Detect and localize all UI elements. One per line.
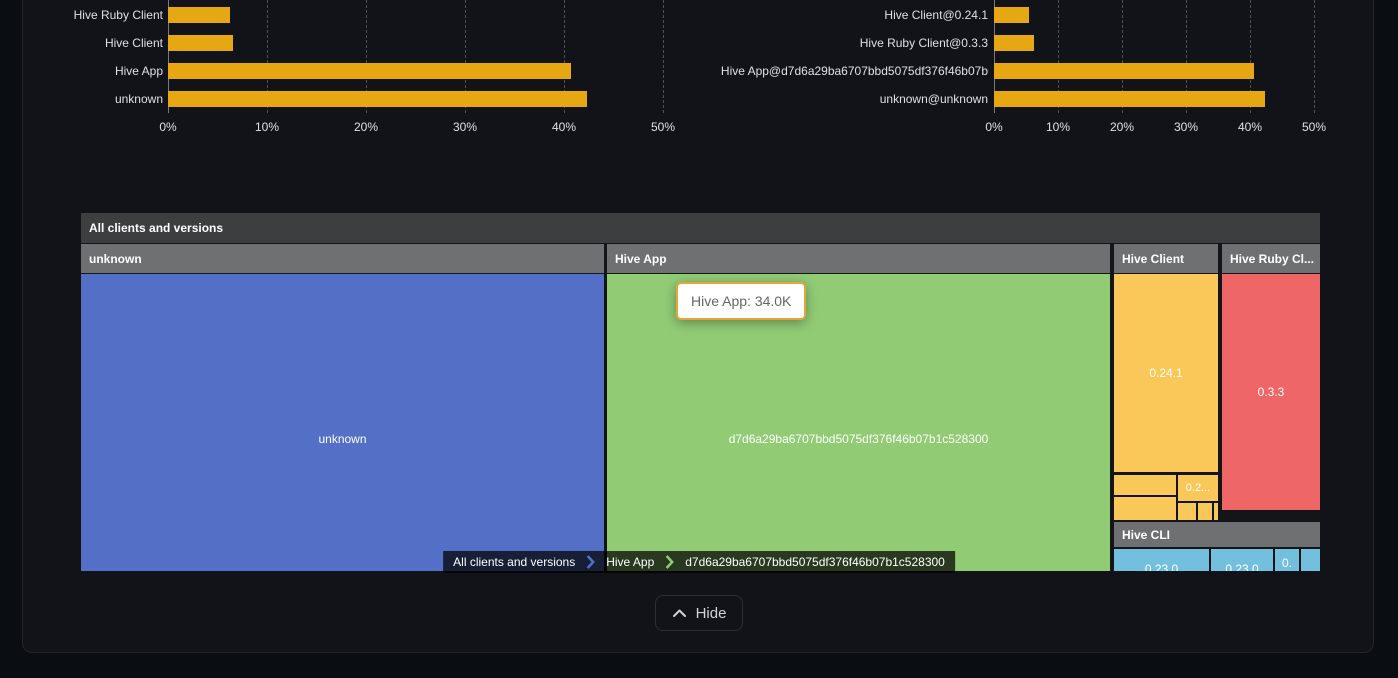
y-axis-category-label: Hive App xyxy=(114,64,163,78)
treemap-group-header-unknown[interactable]: unknown xyxy=(81,244,604,273)
bar[interactable] xyxy=(168,7,231,23)
gridline xyxy=(1186,0,1187,113)
treemap-block-hive-client-sub5[interactable] xyxy=(1214,503,1218,520)
treemap-block-hive-client-sub3[interactable] xyxy=(1178,503,1196,520)
y-axis-category-label: Hive Ruby Client xyxy=(73,8,163,22)
treemap-block-hive-app[interactable]: d7d6a29ba6707bbd5075df376f46b07b1c528300 xyxy=(607,274,1110,571)
gridline xyxy=(267,0,268,113)
treemap-group-header-hive-client[interactable]: Hive Client xyxy=(1114,244,1218,273)
axis-line xyxy=(994,0,995,113)
y-axis-category-label: unknown xyxy=(114,92,163,106)
treemap-block-hive-client-0-2[interactable]: 0.2... xyxy=(1178,475,1218,501)
x-axis-tick-label: 40% xyxy=(1237,120,1263,134)
gridline xyxy=(1250,0,1251,113)
treemap-group-header-hive-app[interactable]: Hive App xyxy=(607,244,1110,273)
hide-button-row: Hide xyxy=(0,595,1398,631)
x-axis-tick-label: 40% xyxy=(551,120,577,134)
x-axis-tick-label: 20% xyxy=(353,120,379,134)
gridline xyxy=(366,0,367,113)
x-axis-tick-label: 50% xyxy=(650,120,676,134)
treemap-group-header-hive-cli[interactable]: Hive CLI xyxy=(1114,522,1320,547)
bar[interactable] xyxy=(994,35,1034,51)
treemap-block-hive-cli-0-23-0-a[interactable]: 0.23.0 xyxy=(1114,549,1209,571)
gridline xyxy=(1122,0,1123,113)
breadcrumb-chevron-icon xyxy=(586,555,595,569)
x-axis-tick-label: 30% xyxy=(452,120,478,134)
bar-chart-client-versions: Hive Client@0.24.1 Hive Ruby Client@0.3.3… xyxy=(690,0,1398,140)
y-axis-category-label: unknown@unknown xyxy=(879,92,988,106)
breadcrumb-item[interactable]: Hive App xyxy=(606,555,655,569)
treemap-block-hive-client-0-24-1[interactable]: 0.24.1 xyxy=(1114,274,1218,472)
treemap-breadcrumb: All clients and versions Hive App d7d6a29b… xyxy=(443,551,955,573)
treemap-block-hive-ruby-0-3-3[interactable]: 0.3.3 xyxy=(1222,274,1320,510)
bar[interactable] xyxy=(168,63,571,79)
gridline xyxy=(1058,0,1059,113)
treemap-block-hive-client-sub1[interactable] xyxy=(1114,475,1176,495)
x-axis-tick-label: 10% xyxy=(254,120,280,134)
bar[interactable] xyxy=(168,91,587,107)
bar[interactable] xyxy=(168,35,234,51)
bar[interactable] xyxy=(994,91,1265,107)
axis-line xyxy=(168,0,169,113)
y-axis-category-label: Hive Client@0.24.1 xyxy=(884,8,988,22)
bar[interactable] xyxy=(994,7,1029,23)
x-axis-tick-label: 0% xyxy=(159,120,177,134)
chevron-up-icon xyxy=(672,609,686,617)
gridline xyxy=(564,0,565,113)
chart-plot-area: 0% 10% 20% 30% 40% 50% xyxy=(985,0,1326,134)
chart-plot-area: 0% 10% 20% 30% 40% 50% xyxy=(159,0,675,134)
y-axis-category-label: Hive Ruby Client@0.3.3 xyxy=(859,36,988,50)
breadcrumb-item[interactable]: All clients and versions xyxy=(453,555,576,569)
x-axis-tick-label: 10% xyxy=(1045,120,1071,134)
breadcrumb-item[interactable]: d7d6a29ba6707bbd5075df376f46b07b1c528300 xyxy=(685,555,945,569)
y-axis-category-labels: Hive Ruby Client Hive Client Hive App unkno… xyxy=(0,0,163,114)
treemap-block-hive-client-sub4[interactable] xyxy=(1198,503,1212,520)
gridline xyxy=(663,0,664,113)
bar-chart-clients: Hive Ruby Client Hive Client Hive App unkno… xyxy=(0,0,690,140)
treemap-block-hive-cli-0-23-0-b[interactable]: 0.23.0 xyxy=(1211,549,1273,571)
y-axis-category-label: Hive App@d7d6a29ba6707bbd5075df376f46b07… xyxy=(720,64,988,78)
treemap-block-hive-cli-0[interactable]: 0. xyxy=(1275,549,1299,571)
x-axis-tick-label: 20% xyxy=(1109,120,1135,134)
treemap-block-hive-cli-sub[interactable] xyxy=(1301,549,1320,571)
treemap-all-clients-and-versions: All clients and versions unknown unknown Hi… xyxy=(81,213,1320,571)
x-axis-tick-label: 0% xyxy=(985,120,1003,134)
x-axis-tick-label: 50% xyxy=(1301,120,1327,134)
hide-button[interactable]: Hide xyxy=(654,595,744,631)
chart-tooltip: Hive App: 34.0K xyxy=(676,282,807,320)
x-axis-tick-label: 30% xyxy=(1173,120,1199,134)
treemap-block-hive-client-sub2[interactable] xyxy=(1114,497,1176,520)
gridline xyxy=(1314,0,1315,113)
bar[interactable] xyxy=(994,63,1255,79)
treemap-block-unknown[interactable]: unknown xyxy=(81,274,604,571)
gridline xyxy=(465,0,466,113)
treemap-root-header[interactable]: All clients and versions xyxy=(81,213,1320,243)
y-axis-category-label: Hive Client xyxy=(104,36,163,50)
treemap-group-header-hive-ruby-client[interactable]: Hive Ruby Cl... xyxy=(1222,244,1320,273)
breadcrumb-chevron-icon xyxy=(665,555,674,569)
hide-button-label: Hide xyxy=(695,604,727,622)
y-axis-category-labels: Hive Client@0.24.1 Hive Ruby Client@0.3.3… xyxy=(690,0,988,114)
